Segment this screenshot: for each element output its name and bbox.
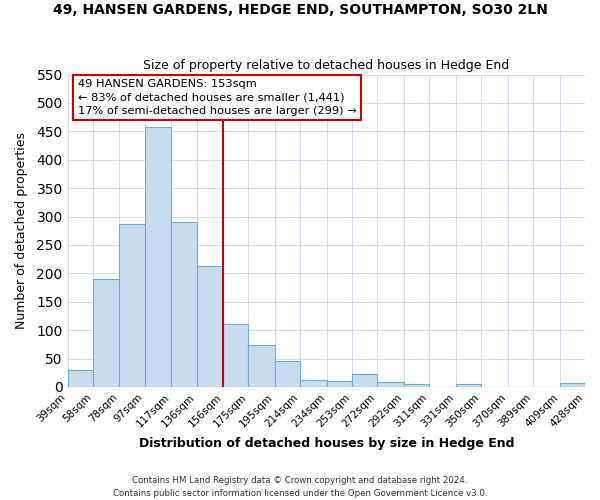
Bar (197, 266, 223, 387)
Bar (172, 222, 197, 387)
Bar (275, 361, 301, 387)
Bar (560, 383, 585, 387)
Y-axis label: Number of detached properties: Number of detached properties (15, 132, 28, 330)
Bar (456, 384, 481, 387)
Bar (248, 346, 275, 387)
Bar (404, 384, 430, 387)
Bar (327, 382, 352, 387)
Bar (119, 224, 145, 387)
Bar (93, 279, 119, 387)
Text: 49, HANSEN GARDENS, HEDGE END, SOUTHAMPTON, SO30 2LN: 49, HANSEN GARDENS, HEDGE END, SOUTHAMPT… (53, 2, 547, 16)
Bar (68, 370, 93, 387)
Bar (352, 374, 377, 387)
Title: Size of property relative to detached houses in Hedge End: Size of property relative to detached ho… (143, 59, 509, 72)
Bar (301, 380, 327, 387)
X-axis label: Distribution of detached houses by size in Hedge End: Distribution of detached houses by size … (139, 437, 514, 450)
Bar (145, 127, 172, 387)
Bar (377, 382, 404, 387)
Text: Contains HM Land Registry data © Crown copyright and database right 2024.
Contai: Contains HM Land Registry data © Crown c… (113, 476, 487, 498)
Bar (223, 324, 248, 387)
Text: 49 HANSEN GARDENS: 153sqm
← 83% of detached houses are smaller (1,441)
17% of se: 49 HANSEN GARDENS: 153sqm ← 83% of detac… (78, 79, 356, 116)
